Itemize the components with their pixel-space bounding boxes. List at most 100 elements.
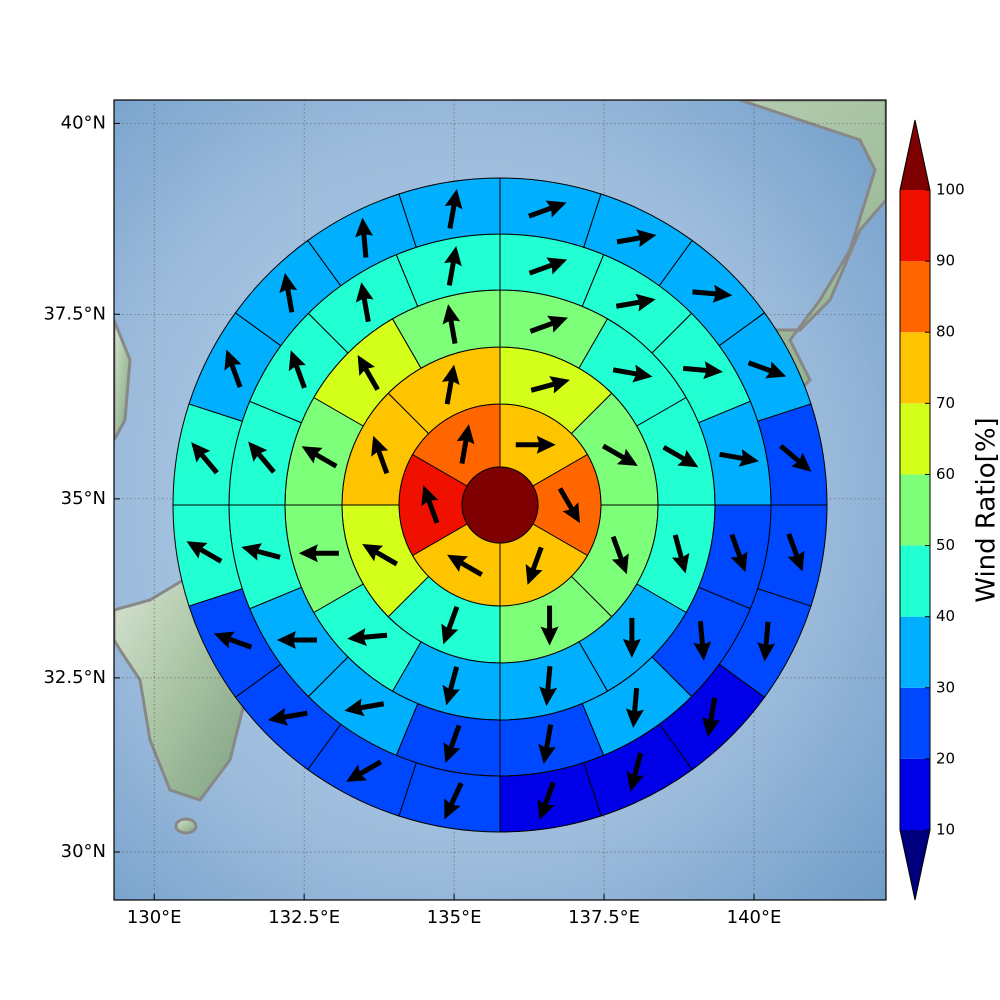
center-disc <box>461 466 539 544</box>
wind-arrow <box>530 376 570 394</box>
wind-arrow <box>671 534 690 574</box>
colorbar-tick-label: 40 <box>936 607 955 625</box>
colorbar-tick-label: 100 <box>936 181 965 199</box>
colorbar-tick-label: 80 <box>936 323 955 341</box>
wind-arrow <box>622 617 641 658</box>
wind-arrow <box>693 620 712 661</box>
wind-arrow <box>241 543 281 561</box>
wind-arrow <box>347 628 388 647</box>
wind-arrow <box>515 435 556 454</box>
wind-arrow <box>538 724 556 765</box>
colorbar-over <box>900 120 930 190</box>
colorbar-tick-label: 50 <box>936 536 955 554</box>
wind-arrow <box>441 605 460 645</box>
wind-arrow <box>539 665 558 707</box>
wind-arrow <box>267 707 308 726</box>
wind-arrow <box>444 189 463 229</box>
wind-arrow <box>421 485 440 524</box>
x-tick-label: 132.5°E <box>268 907 340 928</box>
y-tick-label: 35°N <box>61 488 106 509</box>
x-tick-label: 135°E <box>427 907 482 928</box>
wind-arrow <box>444 782 464 820</box>
wind-arrow <box>186 541 223 564</box>
wind-arrow <box>346 759 382 782</box>
colorbar-label: Wind Ratio[%] <box>972 417 1000 602</box>
land <box>174 817 198 835</box>
colorbar-tick-label: 70 <box>936 394 955 412</box>
wind-arrow <box>719 449 760 467</box>
wind-arrow <box>443 724 462 764</box>
wind-arrow <box>276 631 317 650</box>
colorbar-bin <box>900 758 930 830</box>
colorbar-bin <box>900 403 930 475</box>
wind-arrow <box>615 293 656 312</box>
wind-arrow <box>371 435 390 475</box>
colorbar-tick-label: 60 <box>936 465 955 483</box>
y-tick-label: 32.5°N <box>43 667 106 688</box>
x-tick-label: 140°E <box>727 907 782 928</box>
land <box>114 319 132 441</box>
wind-arrow <box>692 284 733 303</box>
wind-arrow <box>456 424 475 464</box>
wind-arrow <box>288 350 307 389</box>
colorbar-bin <box>900 474 930 546</box>
wind-arrow <box>610 535 629 575</box>
x-tick-label: 130°E <box>127 907 182 928</box>
wind-arrow <box>747 360 787 379</box>
colorbar-bin <box>900 687 930 759</box>
wind-arrow <box>528 257 568 276</box>
axes: 130°E 132.5°E 135°E 137.5°E 140°E 30°N 32.5°N 3… <box>43 112 781 928</box>
wind-arrow <box>626 752 644 792</box>
polar-grid <box>172 177 828 833</box>
wind-arrow <box>224 349 243 388</box>
wind-arrow <box>444 245 462 286</box>
colorbar-bin <box>900 545 930 617</box>
wind-arrow <box>625 687 644 728</box>
colorbar-bin <box>900 332 930 404</box>
colorbar-tick-label: 10 <box>936 821 955 839</box>
colorbar-tick-label: 20 <box>936 749 955 767</box>
wind-arrow <box>441 364 460 405</box>
colorbar-under <box>900 830 930 900</box>
colorbar-bin <box>900 190 930 262</box>
wind-arrow <box>355 217 374 258</box>
wind-arrow <box>537 781 556 821</box>
y-tick-label: 30°N <box>61 841 106 862</box>
wind-arrow <box>616 229 657 248</box>
wind-arrow <box>786 533 805 572</box>
wind-arrow <box>298 544 339 563</box>
wind-arrow <box>357 354 380 391</box>
wind-arrow <box>442 304 461 345</box>
wind-arrow <box>528 200 567 219</box>
wind-arrow <box>702 697 720 738</box>
colorbar-bin <box>900 261 930 333</box>
wind-arrow <box>213 631 253 650</box>
wind-arrow <box>540 605 559 646</box>
colorbar: 10 20 30 40 50 60 70 80 90 100 <box>899 119 965 901</box>
y-tick-label: 37.5°N <box>43 303 106 324</box>
wind-arrow <box>525 546 544 585</box>
frame <box>113 99 887 901</box>
wind-arrow <box>447 554 483 577</box>
wind-arrow <box>355 282 374 323</box>
colorbar-tick-label: 90 <box>936 252 955 270</box>
wind-arrow <box>612 364 653 383</box>
wind-arrow <box>344 698 385 717</box>
wind-arrow <box>362 544 399 567</box>
wind-arrow <box>757 621 776 662</box>
wind-arrow <box>191 442 219 475</box>
wind-arrow <box>682 361 723 380</box>
wind-arrow <box>557 487 580 524</box>
wind-arrow <box>779 444 812 472</box>
colorbar-tick-label: 30 <box>936 678 955 696</box>
wind-arrow <box>529 315 569 334</box>
wind-arrow <box>601 443 638 466</box>
wind-arrow <box>662 445 699 468</box>
x-tick-label: 137.5°E <box>568 907 640 928</box>
wind-arrow <box>442 666 460 706</box>
colorbar-bin <box>900 616 930 688</box>
wind-arrow <box>248 441 276 474</box>
wind-arrow <box>279 272 298 313</box>
y-tick-label: 40°N <box>61 112 106 133</box>
